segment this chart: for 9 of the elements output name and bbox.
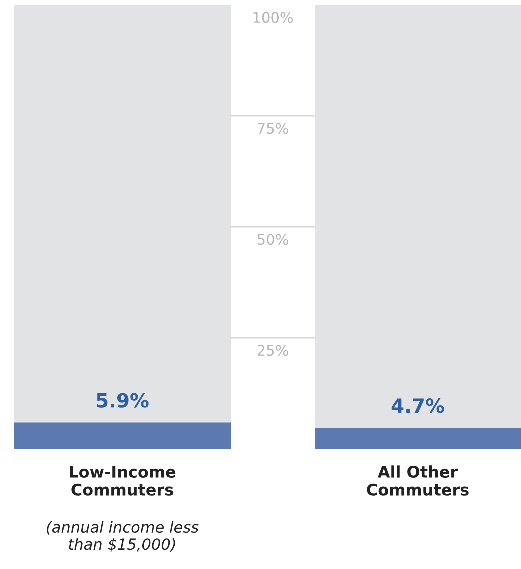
data-label: 4.7% xyxy=(392,398,444,414)
y-tick-label: 50% xyxy=(258,234,288,246)
data-label: 5.9% xyxy=(97,393,149,408)
x-tick-label: All Other Commuters xyxy=(367,466,469,496)
y-tick-label: 100% xyxy=(254,12,294,24)
x-tick-label: Low-Income Commuters xyxy=(70,466,176,496)
y-tick-label: 25% xyxy=(258,345,288,356)
y-tick-label: 75% xyxy=(258,123,288,134)
text: (annual income less than $15,000) xyxy=(47,521,199,552)
